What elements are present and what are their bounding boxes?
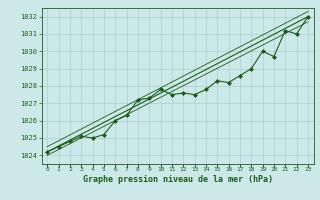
X-axis label: Graphe pression niveau de la mer (hPa): Graphe pression niveau de la mer (hPa)	[83, 175, 273, 184]
